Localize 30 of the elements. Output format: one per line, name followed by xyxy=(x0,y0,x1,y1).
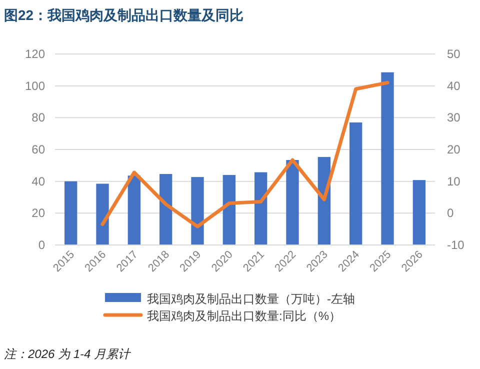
y-tick-label: 120 xyxy=(24,47,46,61)
legend-label: 我国鸡肉及制品出口数量:同比（%） xyxy=(147,309,342,323)
y2-tick-label: 10 xyxy=(447,174,461,188)
bar xyxy=(64,181,78,245)
y-tick-label: 80 xyxy=(32,110,46,125)
y2-tick-label: 0 xyxy=(447,206,454,220)
line-series xyxy=(100,80,390,228)
y-tick-label: 40 xyxy=(32,174,46,188)
y2-tick-label: 20 xyxy=(447,142,461,156)
bar xyxy=(191,177,204,245)
bar xyxy=(96,184,109,245)
y-tick-label: 20 xyxy=(32,206,46,220)
y2-tick-label: 50 xyxy=(447,47,461,61)
chart-title: 图22：我国鸡肉及制品出口数量及同比 xyxy=(4,7,244,23)
bar xyxy=(350,122,362,245)
y-tick-label: 60 xyxy=(32,142,46,156)
y-tick-label: 100 xyxy=(24,78,46,93)
bar xyxy=(286,160,299,245)
y2-tick-label: 40 xyxy=(447,78,461,93)
bar xyxy=(160,174,172,245)
y-tick-label: 0 xyxy=(38,238,46,252)
y2-tick-label: -10 xyxy=(447,238,465,252)
bar xyxy=(128,176,140,245)
text: 注：2026 为 1-4 月累计 xyxy=(4,347,132,361)
legend-label: 我国鸡肉及制品出口数量（万吨）-左轴 xyxy=(147,292,355,306)
bar xyxy=(222,174,236,245)
y2-tick-label: 30 xyxy=(447,110,461,125)
bar xyxy=(254,172,268,245)
bar xyxy=(412,180,426,245)
bar xyxy=(381,72,394,245)
